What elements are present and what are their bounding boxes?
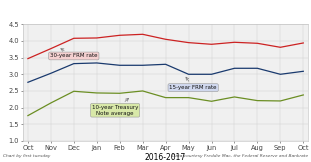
Text: Data courtesy Freddie Mac, the Federal Reserve and Bankrate: Data courtesy Freddie Mac, the Federal R… bbox=[172, 154, 308, 158]
Text: Chart by first tuesday: Chart by first tuesday bbox=[3, 154, 50, 158]
Text: 30- and 15-Year FRM Rates vs. 10-Year Treasury Note Average: 30- and 15-Year FRM Rates vs. 10-Year Tr… bbox=[33, 6, 278, 15]
X-axis label: 2016-2017: 2016-2017 bbox=[145, 153, 186, 162]
Text: 15-year FRM rate: 15-year FRM rate bbox=[169, 77, 217, 90]
Text: 30-year FRM rate: 30-year FRM rate bbox=[50, 49, 98, 58]
Text: 10-year Treasury
Note average: 10-year Treasury Note average bbox=[92, 98, 138, 116]
